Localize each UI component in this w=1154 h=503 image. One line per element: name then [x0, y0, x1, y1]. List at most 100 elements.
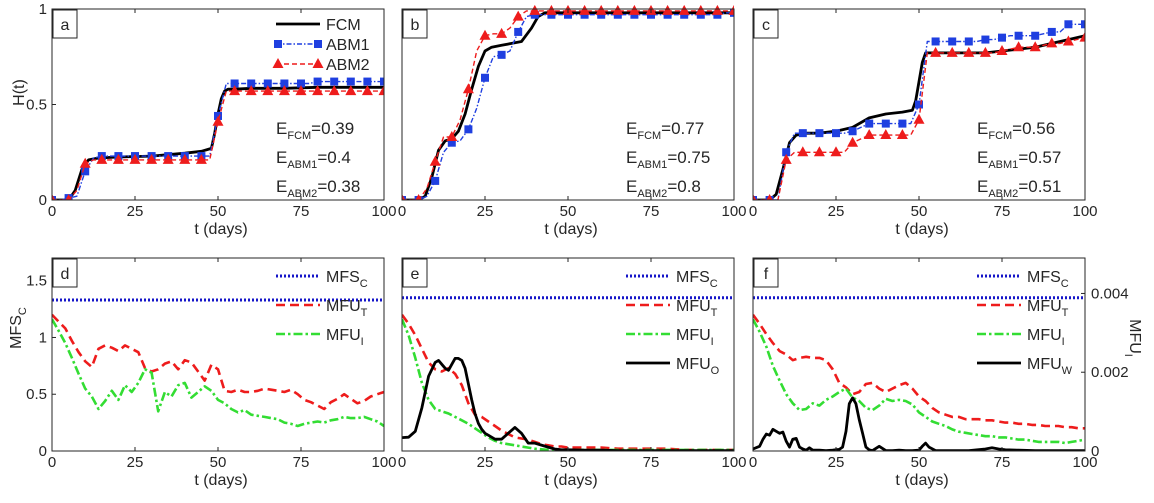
data-point-abm2: [345, 85, 357, 96]
legend-label-mfui-base: MFU: [676, 327, 711, 344]
y-axis-label: H(t): [11, 79, 28, 106]
x-tick-label: 50: [210, 203, 227, 220]
x-axis-label: t (days): [194, 221, 247, 238]
data-point-abm2: [415, 194, 422, 200]
annotation-base: E: [276, 119, 287, 138]
data-point-abm2: [462, 83, 474, 94]
right-y-axis-label-sub: I: [1122, 354, 1134, 357]
data-point-abm1: [981, 35, 990, 44]
data-point-abm2: [1062, 35, 1074, 46]
error-annotation: EABM1=0.75: [626, 148, 710, 171]
data-point-abm1: [497, 50, 506, 59]
data-point-abm2: [496, 27, 508, 38]
legend-label-mfuo-sub: O: [711, 365, 720, 377]
data-point-abm2: [446, 130, 458, 141]
right-y-tick-label: 0.004: [1091, 285, 1129, 302]
error-annotation: EFCM=0.56: [977, 119, 1055, 142]
right-y-axis-label: MFUI: [1122, 319, 1143, 357]
series-line-mfut: [753, 314, 1085, 430]
x-axis-label: t (days): [194, 472, 247, 489]
data-point-abm1: [782, 148, 791, 157]
data-point-abm2: [512, 10, 524, 21]
annotation-sub: ABM1: [988, 159, 1018, 171]
data-point-abm2: [996, 45, 1008, 56]
annotation-base: E: [276, 148, 287, 167]
data-point-abm1: [1031, 31, 1040, 40]
x-tick-label: 25: [127, 454, 144, 471]
annotation-sub: FCM: [637, 130, 661, 142]
annotation-base: E: [626, 119, 637, 138]
x-tick-label: 25: [477, 203, 494, 220]
panel-label: b: [402, 9, 428, 39]
data-point-abm2: [913, 113, 925, 124]
plot-area: [52, 9, 384, 200]
series-line-abm2: [402, 10, 734, 200]
data-point-abm2: [930, 46, 942, 57]
y-tick-label: 0: [39, 443, 47, 460]
right-y-tick-label: 0: [1091, 443, 1099, 460]
x-tick-label: 100: [1072, 203, 1097, 220]
legend-marker-abm2: [312, 58, 324, 68]
data-point-abm2: [896, 129, 908, 140]
data-point-abm2: [946, 46, 958, 57]
legend-label-mfsc-sub: C: [710, 278, 718, 290]
data-point-abm1: [280, 79, 289, 88]
data-point-abm2: [595, 5, 607, 15]
annotation-base: E: [626, 177, 637, 196]
data-point-abm2: [662, 5, 674, 15]
annotation-value: =0.51: [1018, 177, 1061, 196]
x-tick-label: 0: [398, 203, 406, 220]
data-point-abm2: [361, 85, 373, 96]
legend-label-mfuw-base: MFU: [1027, 356, 1062, 373]
plot-area: [402, 258, 734, 451]
annotation-sub: ABM2: [637, 188, 667, 200]
data-point-abm1: [380, 77, 384, 86]
x-tick-label: 0: [48, 454, 56, 471]
y-tick-label: 1: [39, 329, 47, 346]
y-tick-label: 1.5: [26, 273, 47, 290]
legend-label-mfsc: MFSC: [1027, 269, 1069, 290]
annotation-base: E: [276, 177, 287, 196]
data-point-abm2: [728, 5, 734, 15]
data-point-abm1: [230, 79, 239, 88]
error-annotation: EABM2=0.38: [276, 177, 360, 200]
data-point-abm2: [479, 29, 491, 40]
data-point-abm2: [830, 146, 842, 157]
data-point-abm2: [1079, 31, 1085, 42]
legend-label-mfsc-sub: C: [360, 278, 368, 290]
x-tick-label: 100: [721, 454, 746, 471]
error-annotation: EFCM=0.39: [276, 119, 354, 142]
plot-area: [52, 258, 384, 451]
panel-label-text: d: [61, 266, 70, 283]
data-point-abm1: [915, 100, 923, 109]
data-point-abm1: [346, 77, 355, 86]
data-point-abm2: [295, 85, 307, 96]
x-tick-label: 75: [643, 454, 660, 471]
annotation-value: =0.77: [661, 119, 704, 138]
legend-label-mfsc-base: MFS: [676, 269, 710, 286]
series-group: [402, 296, 734, 451]
data-point-abm2: [529, 5, 541, 15]
x-tick-label: 50: [560, 203, 577, 220]
y-axis-label: MFSC: [8, 307, 29, 349]
data-point-abm2: [162, 153, 174, 164]
legend-label-mfuw: MFUW: [1027, 356, 1073, 377]
data-point-abm1: [81, 167, 90, 176]
series-group: [52, 77, 384, 200]
series-group: [753, 20, 1085, 200]
legend-label-mfut-sub: T: [361, 307, 368, 319]
data-point-abm2: [262, 85, 274, 96]
data-point-abm1: [514, 27, 523, 36]
annotation-value: =0.56: [1012, 119, 1055, 138]
panel-label-text: b: [411, 17, 420, 34]
data-point-abm2: [195, 153, 207, 164]
legend-label-mfsc-base: MFS: [1027, 269, 1061, 286]
y-tick-label: 0: [39, 192, 47, 209]
data-point-abm2: [245, 85, 257, 96]
annotation-value: =0.38: [317, 177, 360, 196]
error-annotation: EABM1=0.57: [977, 148, 1061, 171]
